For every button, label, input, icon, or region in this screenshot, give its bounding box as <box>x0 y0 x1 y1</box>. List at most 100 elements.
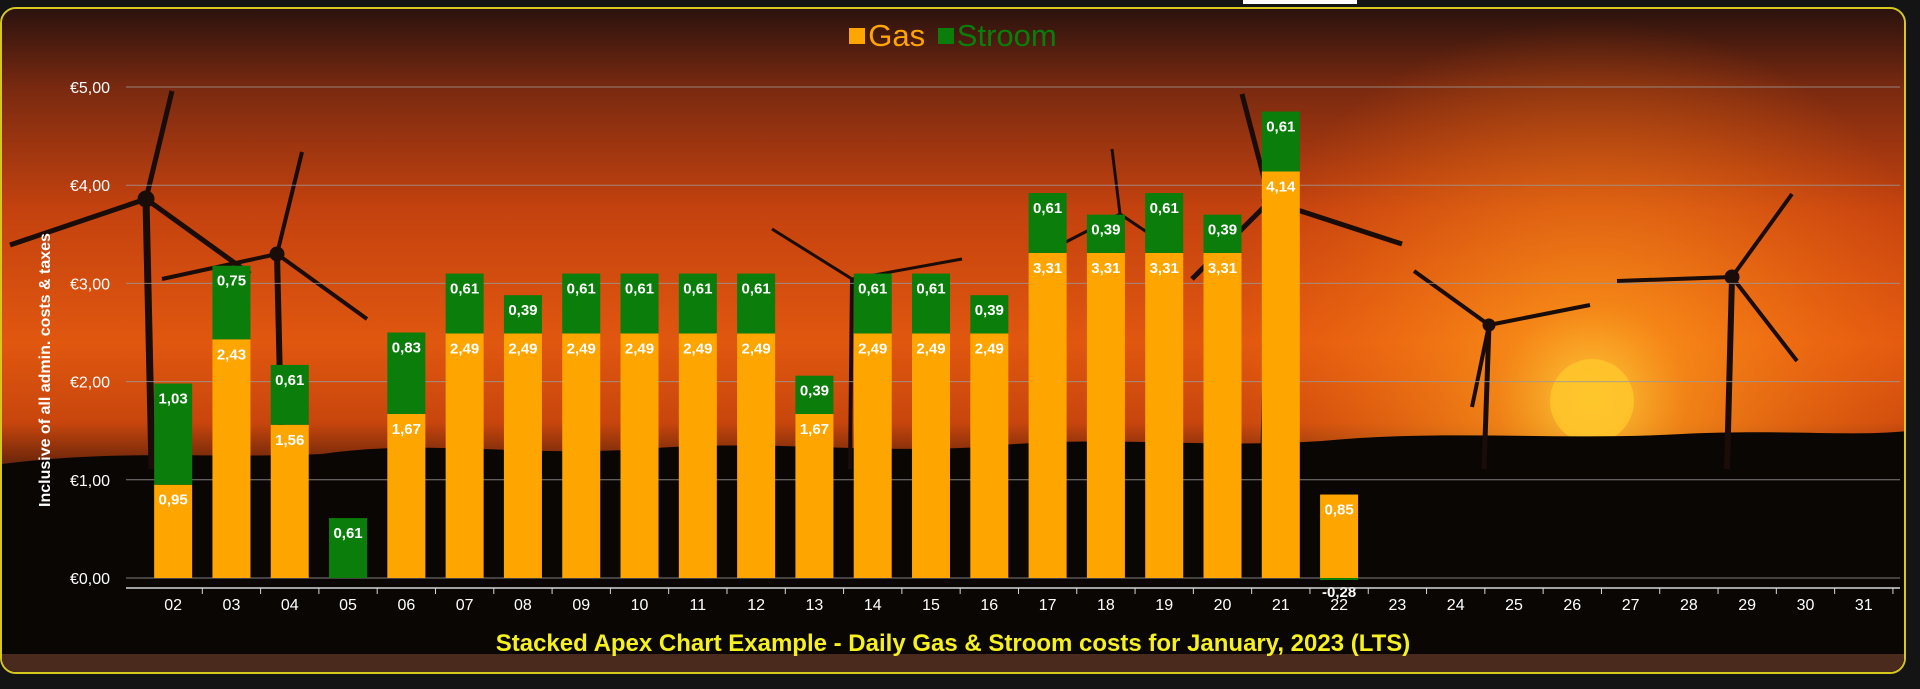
data-label-gas: 1,67 <box>800 421 829 438</box>
bar-stroom <box>329 518 368 578</box>
bar-gas <box>737 333 776 578</box>
bar-stroom <box>970 295 1009 334</box>
x-tick-label: 21 <box>1272 597 1290 614</box>
data-label-stroom: 0,39 <box>800 383 829 400</box>
data-label-gas: 1,56 <box>275 432 304 449</box>
bar-stroom <box>387 332 426 415</box>
x-tick-label: 03 <box>223 597 241 614</box>
bar-stroom <box>853 273 892 334</box>
x-tick-label: 05 <box>339 597 357 614</box>
legend-item-gas[interactable]: Gas <box>849 18 925 54</box>
legend-swatch-gas <box>849 27 866 44</box>
x-tick-label: 29 <box>1738 597 1756 614</box>
legend-item-stroom[interactable]: Stroom <box>937 18 1057 54</box>
data-label-gas: 3,31 <box>1208 260 1237 277</box>
bar-gas <box>912 333 951 578</box>
data-label-stroom: 0,39 <box>975 302 1004 319</box>
bar-stroom <box>212 265 251 340</box>
bar-stroom <box>562 273 601 334</box>
data-label-stroom: 0,61 <box>333 525 362 542</box>
bar-gas <box>270 424 309 578</box>
bar-stroom <box>445 273 484 334</box>
bar-gas <box>1203 252 1242 578</box>
x-tick-label: 18 <box>1097 597 1115 614</box>
bar-gas <box>445 333 484 578</box>
legend-swatch-stroom <box>937 27 954 44</box>
bar-stroom <box>1028 193 1067 253</box>
data-label-stroom: 0,61 <box>683 281 712 298</box>
bar-gas <box>853 333 892 578</box>
chart-legend: Gas Stroom <box>2 18 1904 54</box>
x-tick-label: 10 <box>631 597 649 614</box>
data-label-stroom: 0,61 <box>742 281 771 298</box>
data-label-gas: 2,43 <box>217 346 246 363</box>
data-label-stroom: 0,61 <box>1266 119 1295 136</box>
data-label-stroom: 0,61 <box>450 281 479 298</box>
x-tick-label: 02 <box>164 597 182 614</box>
data-label-stroom: 0,61 <box>1150 200 1179 217</box>
data-label-stroom: 0,61 <box>625 281 654 298</box>
x-tick-label: 26 <box>1563 597 1581 614</box>
data-label-gas: 2,49 <box>916 340 945 357</box>
data-label-gas: 2,49 <box>742 340 771 357</box>
data-label-stroom: 0,61 <box>567 281 596 298</box>
data-label-stroom: 0,83 <box>392 340 421 357</box>
chart-bars: 0,95 1,03 2,43 0,75 1,56 0,61 0,61 1,67 0,83 2,49… <box>154 111 1359 601</box>
x-tick-label: 14 <box>864 597 882 614</box>
data-label-stroom: 0,39 <box>1091 222 1120 239</box>
bar-stroom <box>912 273 951 334</box>
bar-gas <box>212 339 251 578</box>
data-label-gas: 3,31 <box>1091 260 1120 277</box>
data-label-gas: 3,31 <box>1150 260 1179 277</box>
data-label-stroom: 0,39 <box>1208 222 1237 239</box>
x-tick-label: 23 <box>1389 597 1407 614</box>
data-label-stroom: 0,61 <box>1033 200 1062 217</box>
y-tick-label: €4,00 <box>70 178 110 195</box>
bar-gas <box>970 333 1009 578</box>
bar-stroom <box>1261 111 1300 172</box>
data-label-gas: 0,95 <box>159 492 188 509</box>
x-tick-label: 13 <box>806 597 824 614</box>
x-tick-label: 24 <box>1447 597 1465 614</box>
data-label-stroom: 0,39 <box>508 302 537 319</box>
x-tick-label: 12 <box>747 597 765 614</box>
y-tick-label: €2,00 <box>70 375 110 392</box>
data-label-gas: 1,67 <box>392 421 421 438</box>
y-tick-label: €0,00 <box>70 571 110 588</box>
x-tick-label: 30 <box>1797 597 1815 614</box>
data-label-gas: 2,49 <box>450 340 479 357</box>
x-tick-label: 11 <box>690 597 707 614</box>
data-label-stroom: 0,75 <box>217 273 246 290</box>
bar-stroom <box>1145 193 1184 253</box>
x-tick-label: 08 <box>514 597 532 614</box>
x-tick-label: 16 <box>980 597 998 614</box>
bar-gas <box>562 333 601 578</box>
bar-gas <box>678 333 717 578</box>
data-label-stroom: 1,03 <box>159 391 188 408</box>
data-label-gas: 2,49 <box>508 340 537 357</box>
data-label-gas: 2,49 <box>858 340 887 357</box>
x-tick-label: 04 <box>281 597 299 614</box>
x-tick-label: 22 <box>1330 597 1348 614</box>
x-tick-label: 15 <box>922 597 940 614</box>
bar-stroom-negative <box>1320 578 1359 580</box>
bar-stroom <box>1086 214 1125 253</box>
data-label-stroom: 0,61 <box>858 281 887 298</box>
x-tick-label: 17 <box>1039 597 1057 614</box>
x-tick-label: 07 <box>456 597 474 614</box>
bar-gas <box>1320 494 1359 578</box>
bar-stroom <box>1203 214 1242 253</box>
data-label-gas: 3,31 <box>1033 260 1062 277</box>
bar-stroom <box>503 295 542 334</box>
stacked-bar-chart: €0,00 €1,00 €2,00 €3,00 €4,00 €5,00 0,95 1,03 2… <box>2 9 1904 672</box>
bar-stroom <box>678 273 717 334</box>
y-axis-title: Inclusive of all admin. costs & taxes <box>37 233 54 507</box>
x-tick-label: 09 <box>572 597 590 614</box>
chart-card: €0,00 €1,00 €2,00 €3,00 €4,00 €5,00 0,95 1,03 2… <box>0 7 1906 674</box>
window-top-indicator <box>1243 0 1357 4</box>
bar-stroom <box>154 383 193 485</box>
bar-gas <box>1086 252 1125 578</box>
bar-gas <box>1028 252 1067 578</box>
x-tick-label: 25 <box>1505 597 1523 614</box>
data-label-gas: 2,49 <box>567 340 596 357</box>
